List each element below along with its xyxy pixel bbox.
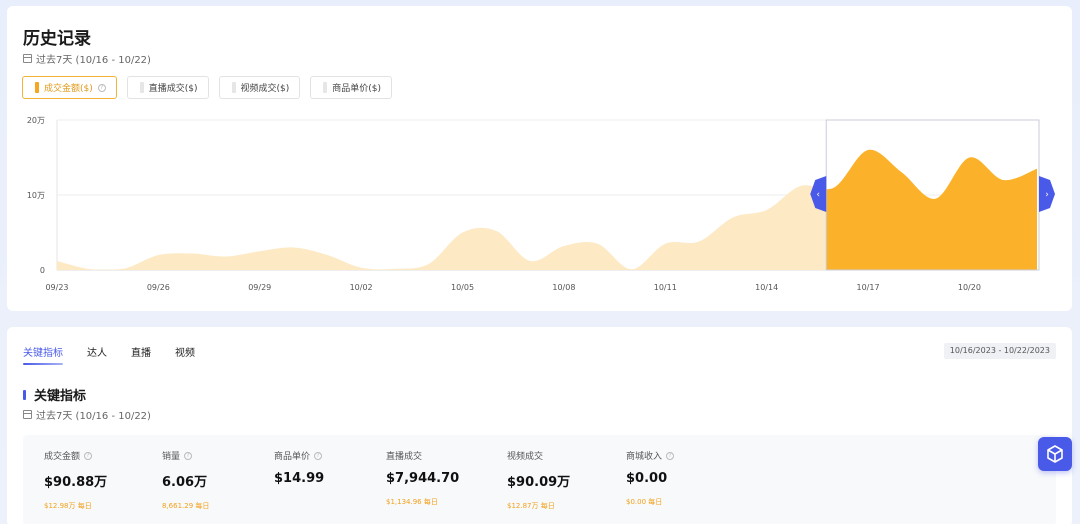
- metric-daily: $1,134.96 每日: [386, 498, 438, 506]
- x-tick-label: 10/02: [350, 283, 373, 292]
- metric-label: 成交金额: [44, 452, 81, 462]
- metric-value: $90.09万: [507, 475, 571, 490]
- metric-filter-row: 成交金额($) ? 直播成交($) 视频成交($) 商品单价($): [22, 76, 392, 99]
- metric-daily: 8,661.29 每日: [162, 502, 210, 510]
- metric-live-gmv: 直播成交 $7,944.70 $1,134.96 每日: [386, 449, 459, 507]
- filter-gmv-button[interactable]: 成交金额($) ?: [22, 76, 117, 99]
- metrics-panel: 成交金额? $90.88万 $12.98万 每日 销量? 6.06万 8,661…: [23, 435, 1056, 524]
- section-date-range-text: 过去7天 (10/16 - 10/22): [36, 411, 151, 422]
- metric-video-gmv: 视频成交 $90.09万 $12.87万 每日: [507, 449, 570, 511]
- chart-area-series: [57, 149, 1037, 270]
- filter-label: 商品单价($): [332, 84, 381, 94]
- history-card: 历史记录 过去7天 (10/16 - 10/22) 成交金额($) ? 直播成交…: [7, 6, 1072, 311]
- filter-label: 视频成交($): [240, 84, 290, 94]
- float-action-button[interactable]: [1038, 437, 1072, 471]
- date-range-picker[interactable]: 10/16/2023 - 10/22/2023: [943, 343, 1056, 359]
- metric-value: 6.06万: [162, 475, 208, 490]
- date-range-text: 过去7天 (10/16 - 10/22): [36, 55, 151, 66]
- metric-label: 销量: [162, 452, 181, 462]
- series-swatch: [139, 82, 144, 93]
- metric-unit-price: 商品单价? $14.99: [274, 449, 324, 497]
- metric-label: 商城收入: [626, 452, 663, 462]
- x-tick-label: 09/26: [147, 283, 170, 292]
- metric-daily: $12.98万 每日: [44, 502, 92, 510]
- x-tick-label: 10/08: [552, 283, 575, 292]
- metric-value: $90.88万: [44, 475, 108, 490]
- tab-video[interactable]: 视频: [175, 348, 195, 359]
- help-circle-icon[interactable]: ?: [184, 451, 193, 460]
- metric-daily: $12.87万 每日: [507, 502, 555, 510]
- series-swatch: [35, 82, 39, 93]
- help-circle-icon[interactable]: ?: [84, 451, 93, 460]
- metric-sales: 销量? 6.06万 8,661.29 每日: [162, 449, 209, 511]
- filter-label: 直播成交($): [148, 84, 198, 94]
- range-handle-left[interactable]: ‹: [810, 176, 827, 212]
- filter-video-button[interactable]: 视频成交($): [218, 76, 301, 99]
- chevron-right-icon: ›: [1045, 190, 1049, 200]
- x-tick-label: 09/29: [248, 283, 271, 292]
- x-tick-label: 10/05: [451, 283, 474, 292]
- chevron-left-icon: ‹: [816, 190, 820, 200]
- metric-value: $0.00: [626, 471, 668, 486]
- series-swatch: [323, 82, 328, 93]
- help-circle-icon[interactable]: ?: [97, 83, 106, 92]
- range-handle-right[interactable]: ›: [1039, 176, 1055, 212]
- metric-daily: $0.00 每日: [626, 498, 663, 506]
- x-tick-label: 10/20: [958, 283, 981, 292]
- chart-area-selected: [826, 149, 1037, 270]
- metric-label: 直播成交: [386, 452, 423, 462]
- metric-gmv: 成交金额? $90.88万 $12.98万 每日: [44, 449, 107, 511]
- x-tick-label: 10/17: [857, 283, 880, 292]
- handle-shape: [810, 176, 827, 212]
- section-accent-bar: [23, 389, 26, 400]
- metric-label: 视频成交: [507, 452, 544, 462]
- tab-live[interactable]: 直播: [131, 348, 151, 359]
- metric-value: $14.99: [274, 471, 325, 486]
- x-tick-label: 10/14: [755, 283, 778, 292]
- metric-label: 商品单价: [274, 452, 311, 462]
- section-title-text: 关键指标: [34, 389, 87, 404]
- help-circle-icon[interactable]: ?: [666, 451, 675, 460]
- y-tick-label: 0: [40, 266, 45, 275]
- handle-shape: [1039, 176, 1055, 212]
- help-circle-icon[interactable]: ?: [314, 451, 323, 460]
- tab-key-metrics[interactable]: 关键指标: [23, 344, 63, 365]
- filter-label: 成交金额($): [44, 84, 93, 94]
- tab-creators[interactable]: 达人: [87, 348, 107, 359]
- page-title: 历史记录: [23, 29, 91, 49]
- y-tick-label: 10万: [27, 191, 45, 200]
- date-range-label: 过去7天 (10/16 - 10/22): [23, 51, 151, 66]
- section-title: 关键指标: [23, 385, 86, 404]
- cube-icon: [1047, 445, 1063, 463]
- section-date-range: 过去7天 (10/16 - 10/22): [23, 407, 151, 422]
- metric-value: $7,944.70: [386, 471, 460, 486]
- x-tick-label: 09/23: [45, 283, 68, 292]
- x-tick-label: 10/11: [654, 283, 677, 292]
- filter-live-button[interactable]: 直播成交($): [126, 76, 209, 99]
- filter-unit-price-button[interactable]: 商品单价($): [310, 76, 392, 99]
- metric-mall-revenue: 商城收入? $0.00 $0.00 每日: [626, 449, 675, 507]
- metrics-tabs: 关键指标 达人 直播 视频: [23, 344, 195, 365]
- calendar-icon: [23, 410, 32, 419]
- history-area-chart[interactable]: 20万 10万 0 ‹ › 09/23 09/26 09/29 10/02 10/05 10/08 1…: [7, 6, 1072, 311]
- calendar-icon: [23, 54, 32, 63]
- metrics-card: 关键指标 达人 直播 视频 10/16/2023 - 10/22/2023 关键…: [7, 327, 1072, 524]
- series-swatch: [231, 82, 236, 93]
- y-tick-label: 20万: [27, 116, 45, 125]
